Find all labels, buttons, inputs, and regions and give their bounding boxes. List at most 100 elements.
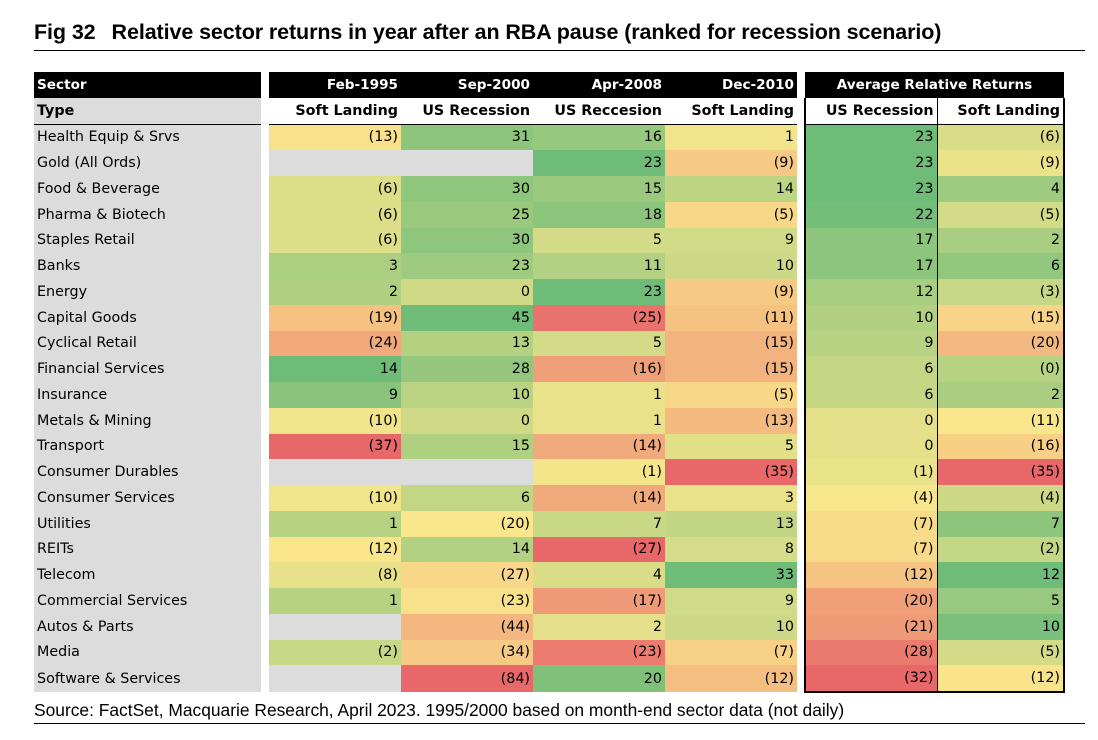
- average-value-cell: (3): [937, 279, 1066, 305]
- column-gap: [797, 562, 805, 588]
- sector-label: Telecom: [34, 562, 261, 588]
- average-value-cell: 22: [804, 201, 938, 228]
- average-value-cell: 2: [937, 227, 1066, 254]
- return-value-cell: [269, 150, 401, 176]
- column-gap: [261, 459, 269, 485]
- column-gap: [797, 665, 805, 692]
- sector-label: Transport: [34, 433, 261, 460]
- return-value-cell: 8: [665, 536, 797, 563]
- average-value-cell: 23: [804, 124, 938, 151]
- column-gap: [261, 485, 269, 511]
- sector-label: Insurance: [34, 382, 261, 408]
- sector-label: Consumer Durables: [34, 459, 261, 485]
- table-row: Staples Retail (6) 30 5 9 17 2: [34, 227, 1066, 254]
- return-value-cell: (15): [665, 356, 797, 382]
- sector-label: Consumer Services: [34, 485, 261, 511]
- average-value-cell: 4: [937, 176, 1066, 202]
- type-header: Type: [34, 97, 261, 125]
- average-value-cell: (4): [804, 485, 938, 511]
- average-value-cell: 17: [804, 253, 938, 279]
- average-value-cell: 9: [804, 330, 938, 357]
- average-value-cell: 6: [804, 382, 938, 408]
- return-value-cell: 0: [401, 279, 533, 305]
- return-value-cell: (16): [533, 356, 665, 382]
- table-row: Pharma & Biotech (6) 25 18 (5) 22 (5): [34, 201, 1066, 228]
- returns-table-container: Sector Feb-1995 Sep-2000 Apr-2008 Dec-20…: [34, 72, 1066, 693]
- average-value-cell: (0): [937, 356, 1066, 382]
- return-value-cell: 30: [401, 176, 533, 202]
- average-value-cell: (1): [804, 459, 938, 485]
- column-gap: [261, 562, 269, 588]
- return-value-cell: [269, 665, 401, 692]
- return-value-cell: 13: [665, 510, 797, 537]
- column-gap: [797, 150, 805, 176]
- column-gap: [261, 639, 269, 666]
- average-value-cell: (4): [937, 485, 1066, 511]
- average-value-cell: (5): [937, 639, 1066, 666]
- average-value-cell: 6: [937, 253, 1066, 279]
- column-gap: [261, 253, 269, 279]
- table-row: Utilities 1 (20) 7 13 (7) 7: [34, 510, 1066, 537]
- sector-label: Cyclical Retail: [34, 330, 261, 357]
- return-value-cell: (15): [665, 330, 797, 357]
- column-gap: [797, 72, 805, 98]
- return-value-cell: 1: [269, 588, 401, 614]
- column-gap: [261, 176, 269, 202]
- return-value-cell: (2): [269, 639, 401, 666]
- average-value-cell: 10: [804, 304, 938, 331]
- return-value-cell: 0: [401, 407, 533, 434]
- return-value-cell: (13): [665, 407, 797, 434]
- sector-label: Media: [34, 639, 261, 666]
- average-value-cell: 23: [804, 176, 938, 202]
- return-value-cell: 1: [533, 382, 665, 408]
- column-gap: [797, 124, 805, 151]
- return-value-cell: 23: [533, 150, 665, 176]
- average-value-cell: 17: [804, 227, 938, 254]
- sector-label: Software & Services: [34, 665, 261, 692]
- return-value-cell: 11: [533, 253, 665, 279]
- average-value-cell: (28): [804, 639, 938, 666]
- return-value-cell: [269, 459, 401, 485]
- return-value-cell: (9): [665, 279, 797, 305]
- table-row: Commercial Services 1 (23) (17) 9 (20) 5: [34, 588, 1066, 614]
- table-row: Banks 3 23 11 10 17 6: [34, 253, 1066, 279]
- return-value-cell: (1): [533, 459, 665, 485]
- table-row: Financial Services 14 28 (16) (15) 6 (0): [34, 356, 1066, 382]
- period-type-label: Soft Landing: [269, 97, 401, 125]
- return-value-cell: 5: [533, 330, 665, 357]
- period-type-label: Soft Landing: [665, 97, 797, 125]
- return-value-cell: (19): [269, 304, 401, 331]
- return-value-cell: 7: [533, 510, 665, 537]
- average-value-cell: (2): [937, 536, 1066, 563]
- period-type-label: US Reccesion: [533, 97, 665, 125]
- return-value-cell: 30: [401, 227, 533, 254]
- return-value-cell: (27): [533, 536, 665, 563]
- return-value-cell: 31: [401, 124, 533, 151]
- column-gap: [261, 356, 269, 382]
- column-gap: [797, 613, 805, 640]
- return-value-cell: (27): [401, 562, 533, 588]
- return-value-cell: (24): [269, 330, 401, 357]
- table-body: Sector Feb-1995 Sep-2000 Apr-2008 Dec-20…: [34, 72, 1066, 693]
- average-value-cell: (12): [804, 562, 938, 588]
- sector-label: Capital Goods: [34, 304, 261, 331]
- sector-label: Health Equip & Srvs: [34, 124, 261, 151]
- return-value-cell: [401, 459, 533, 485]
- sector-header: Sector: [34, 72, 261, 98]
- return-value-cell: [401, 150, 533, 176]
- average-type-label: US Recession: [804, 97, 938, 125]
- return-value-cell: 5: [533, 227, 665, 254]
- table-row: Media (2) (34) (23) (7) (28) (5): [34, 639, 1066, 666]
- return-value-cell: (12): [665, 665, 797, 692]
- column-gap: [261, 227, 269, 254]
- column-gap: [797, 485, 805, 511]
- return-value-cell: 13: [401, 330, 533, 357]
- table-row: Autos & Parts (44) 2 10 (21) 10: [34, 613, 1066, 640]
- return-value-cell: 10: [665, 253, 797, 279]
- column-gap: [797, 304, 805, 331]
- column-gap: [261, 279, 269, 305]
- column-gap: [797, 279, 805, 305]
- average-value-cell: 12: [804, 279, 938, 305]
- column-gap: [797, 639, 805, 666]
- column-gap: [797, 510, 805, 537]
